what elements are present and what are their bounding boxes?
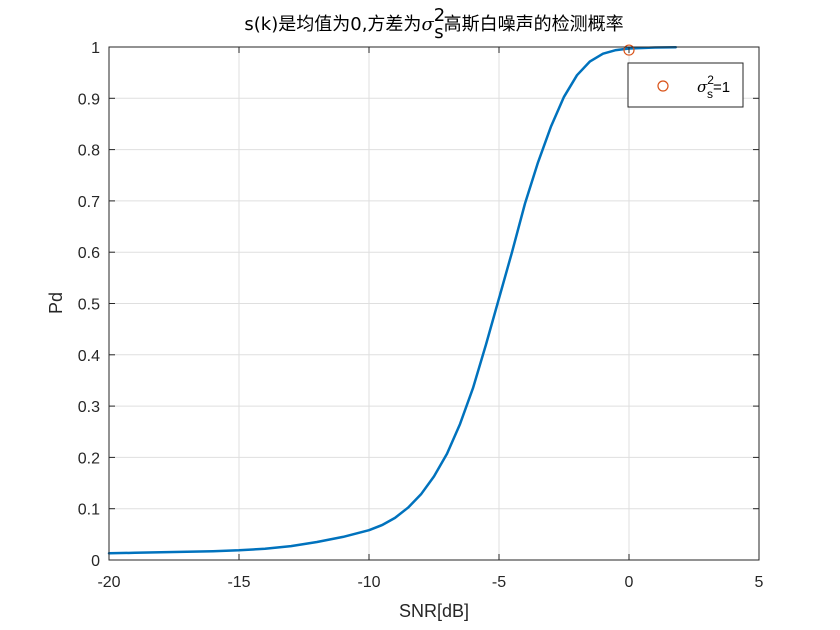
y-tick-label: 0.1 [78,502,100,519]
grid [109,47,759,560]
y-tick-label: 0.4 [78,348,100,365]
x-tick-label: 5 [755,574,764,591]
legend: σ2 s=1 [627,62,744,108]
title-sigma: σ [421,14,434,35]
y-tick-label: 0.2 [78,450,100,467]
legend-sigma-sub: s [707,87,713,101]
x-axis-label: SNR[dB] [399,601,469,621]
x-tick-label: -10 [357,574,380,591]
title-prefix: s(k)是均值为0,方差为 [244,14,421,35]
y-tick-label: 0.6 [78,245,100,262]
x-tick-label: 0 [625,574,634,591]
y-tick-label: 0.3 [78,399,100,416]
legend-marker-circle [657,80,669,92]
title-sigma-sup: 2 [434,5,445,26]
x-tick-label: -5 [492,574,506,591]
y-tick-label: 0.9 [78,91,100,108]
legend-value: =1 [713,79,730,96]
y-tick-label: 0.5 [78,297,100,314]
y-tick-label: 0.7 [78,194,100,211]
x-tick-label: -20 [97,574,120,591]
title-sigma-sub: s [434,22,443,43]
data-point-marker [623,44,635,56]
legend-box [627,62,744,108]
series-line-0 [107,46,678,555]
y-tick-label: 1 [91,40,100,57]
legend-sigma-sup: 2 [707,73,714,87]
y-axis-label: Pd [46,292,66,314]
series-layer [107,44,678,555]
legend-entry-label: σ2 s=1 [697,73,730,101]
title-suffix: 高斯白噪声的检测概率 [444,14,624,35]
x-tick-label: -15 [227,574,250,591]
ticks: -20 -15 -10 -5 0 5 0 0.1 0.2 0.3 0.4 0.5 0.6 0.7 0.8 0.… [78,40,764,591]
chart-title: s(k)是均值为0,方差为σ2 s高斯白噪声的检测概率 [244,5,623,43]
y-tick-label: 0.8 [78,143,100,160]
y-tick-label: 0 [91,553,100,570]
legend-sigma: σ [697,78,708,96]
